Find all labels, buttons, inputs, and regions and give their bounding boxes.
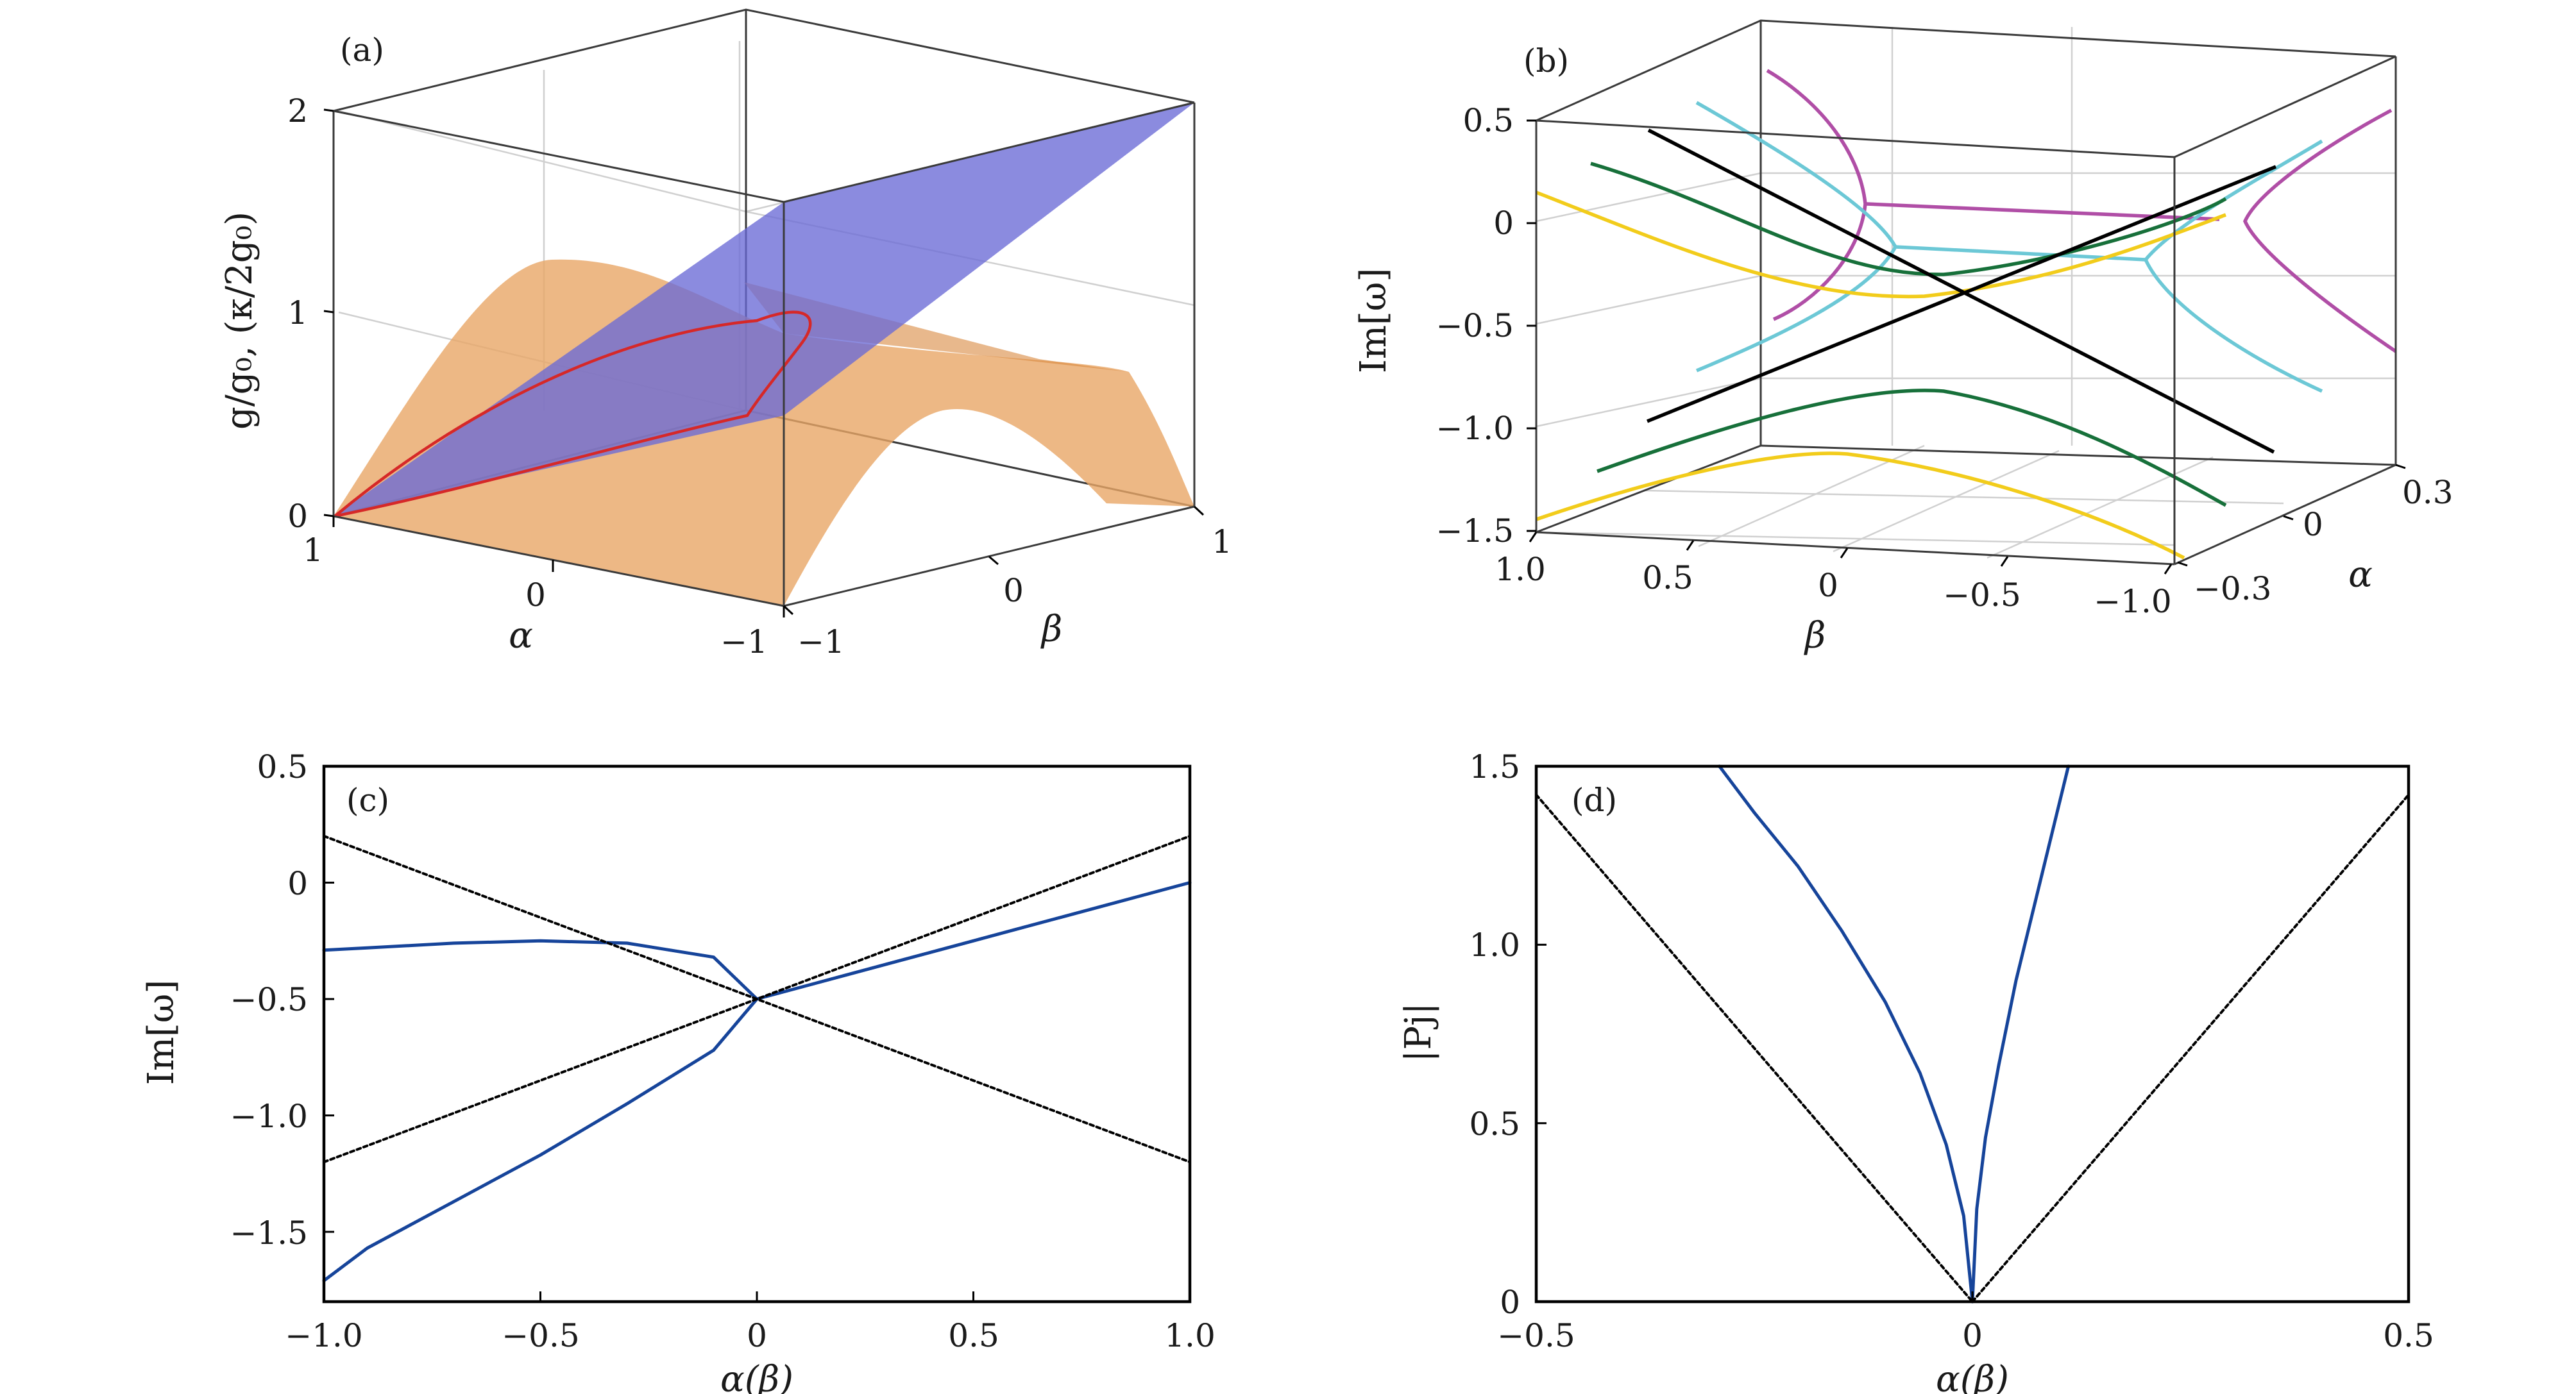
panel-c-series-0 xyxy=(322,881,1192,1001)
panel-d-series-3 xyxy=(1971,793,2410,1303)
panel-b-ztick-2: −0.3 xyxy=(2194,570,2271,607)
panel-c-xtick-3: 0.5 xyxy=(948,1317,999,1354)
panel-a-ytick-0: 0 xyxy=(287,498,308,535)
panel-c-label: (c) xyxy=(346,782,389,819)
plane-surface xyxy=(334,103,1194,516)
panel-b-3d-lines: (b) 0.5 0 −0.5 −1.0 −1.5 Im[ω] 1.0 0.5 0… xyxy=(1353,19,2453,657)
panel-c-xlabel: α(β) xyxy=(720,1359,793,1394)
panel-b-ylabel: Im[ω] xyxy=(1353,268,1394,374)
panel-c-series-1 xyxy=(322,997,759,1282)
panel-a-ztick-0: −1 xyxy=(797,623,845,660)
panel-d-xtick-1: 0 xyxy=(1962,1317,1983,1354)
im-omega-curve-magenta-2 xyxy=(1866,202,2220,221)
panel-a-ytick-1: 1 xyxy=(287,294,308,332)
panel-b-xtick-1: 0.5 xyxy=(1642,559,1693,596)
panel-b-curves xyxy=(1536,69,2397,560)
panel-d-ytick-3: 0 xyxy=(1500,1284,1520,1321)
panel-a-ztick-1: 0 xyxy=(1003,572,1024,609)
im-omega-curve-green-2 xyxy=(1597,389,2227,507)
panel-d-ticks xyxy=(1535,765,2410,1303)
panel-a-xtick-1: 0 xyxy=(525,576,546,614)
panel-d-ytick-1: 1.0 xyxy=(1469,927,1520,964)
panel-c-plot-area xyxy=(322,834,1192,1282)
panel-b-ytick-0: 0.5 xyxy=(1462,102,1514,139)
dome-surface xyxy=(334,259,1194,607)
panel-d-plot-area xyxy=(1535,764,2410,1304)
panel-d-series-1 xyxy=(1970,764,2071,1304)
panel-b-ztick-0: 0.3 xyxy=(2402,474,2453,511)
panel-c-xtick-4: 1.0 xyxy=(1164,1317,1216,1354)
panel-b-ztick-1: 0 xyxy=(2303,506,2323,543)
panel-a-xtick-2: −1 xyxy=(720,623,768,660)
panel-d-chart: (d) 1.5 1.0 0.5 0 |Pj| −0.5 0 0.5 α(β) xyxy=(1398,748,2434,1394)
panel-c-chart: (c) 0.5 0 −0.5 −1.0 −1.5 Im[ω] −1.0 −0.5… xyxy=(140,748,1216,1394)
panel-c-ytick-3: −1.0 xyxy=(230,1098,308,1135)
panel-b-zlabel: α xyxy=(2348,554,2373,596)
panel-d-xlabel: α(β) xyxy=(1936,1359,2009,1394)
panel-b-xtick-0: 1.0 xyxy=(1495,551,1546,588)
panel-b-ticks xyxy=(1527,119,2406,575)
panel-a-ztick-2: 1 xyxy=(1212,523,1232,560)
im-omega-line-black-1 xyxy=(1647,128,2275,454)
panel-c-series-3 xyxy=(323,834,1191,1164)
panel-d-ytick-0: 1.5 xyxy=(1469,748,1520,785)
panel-a-ticks xyxy=(323,108,1205,617)
panel-c-xtick-1: −0.5 xyxy=(502,1317,579,1354)
panel-d-series-0 xyxy=(1718,764,1974,1304)
panel-a-ytick-2: 2 xyxy=(287,92,308,130)
panel-c-ticks xyxy=(323,765,1191,1302)
panel-a-xtick-0: 1 xyxy=(303,532,323,569)
panel-c-ytick-2: −0.5 xyxy=(230,981,308,1018)
panel-b-xtick-2: 0 xyxy=(1818,567,1838,604)
panel-d-xtick-2: 0.5 xyxy=(2383,1317,2434,1354)
panel-d-ytick-2: 0.5 xyxy=(1469,1105,1520,1143)
panel-c-ylabel: Im[ω] xyxy=(140,980,182,1086)
ep-curve xyxy=(334,310,812,518)
panel-d-ylabel: |Pj| xyxy=(1398,1003,1439,1062)
panel-b-label: (b) xyxy=(1523,42,1569,80)
im-omega-curve-magenta-3 xyxy=(2242,108,2397,353)
panel-c-xtick-2: 0 xyxy=(747,1317,767,1354)
im-omega-curve-green-1 xyxy=(1590,162,2227,276)
im-omega-line-black-2 xyxy=(1646,165,2277,423)
panel-b-xtick-4: −1.0 xyxy=(2094,583,2171,620)
panel-b-xtick-3: −0.5 xyxy=(1943,576,2021,614)
panel-a-label: (a) xyxy=(340,31,384,69)
panel-a-ylabel: g/g₀, (κ/2g₀) xyxy=(219,212,260,430)
panel-d-xtick-0: −0.5 xyxy=(1497,1317,1575,1354)
panel-b-ytick-2: −0.5 xyxy=(1436,307,1514,344)
panel-b-ytick-3: −1.0 xyxy=(1436,410,1514,447)
panel-d-label: (d) xyxy=(1572,782,1617,819)
panel-b-xlabel: β xyxy=(1804,615,1826,657)
im-omega-curve-magenta-1 xyxy=(1766,69,1867,321)
panel-b-ytick-1: 0 xyxy=(1493,205,1514,242)
panel-a-xlabel: α xyxy=(509,615,533,657)
panel-b-ytick-4: −1.5 xyxy=(1436,512,1514,550)
panel-c-ytick-1: 0 xyxy=(287,865,308,902)
im-omega-curve-cyan-3 xyxy=(2143,139,2323,393)
im-omega-curve-yellow-1 xyxy=(1536,190,2226,299)
panel-c-ytick-4: −1.5 xyxy=(230,1214,308,1252)
panel-a-box-front xyxy=(332,101,1196,607)
panel-a-3d-surface: (a) 0 1 2 g/g₀, (κ/2g₀) 1 0 −1 α −1 0 1 … xyxy=(219,8,1232,660)
im-omega-curve-yellow-2 xyxy=(1536,451,2185,560)
panel-d-series-2 xyxy=(1535,793,1974,1303)
panel-c-xtick-0: −1.0 xyxy=(285,1317,362,1354)
panel-a-zlabel: β xyxy=(1040,609,1062,650)
panel-c-ytick-0: 0.5 xyxy=(257,748,308,785)
